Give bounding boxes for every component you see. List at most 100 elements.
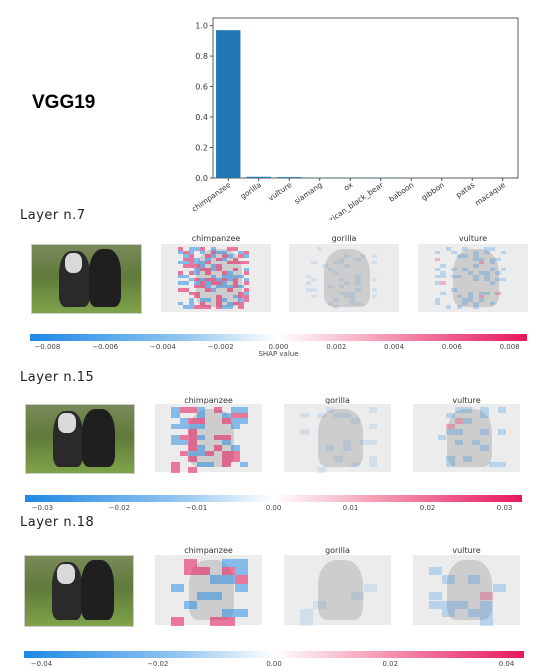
shap-cell: [227, 305, 233, 308]
bar-gorilla: [247, 177, 271, 178]
shap-cell: [372, 295, 378, 298]
shap-cell: [183, 281, 189, 284]
shap-cell: [462, 302, 468, 305]
shap-cell: [333, 298, 339, 301]
shap-cell: [235, 609, 248, 617]
shap-cell: [300, 413, 309, 418]
layer-title: Layer n.15: [20, 370, 94, 385]
shap-cell: [180, 451, 189, 456]
shap-heatmap-vulture: [418, 244, 528, 312]
panel-title: gorilla: [284, 546, 391, 555]
layer-title: Layer n.7: [20, 208, 86, 223]
x-tick-label: gibbon: [420, 180, 446, 202]
shap-cell: [344, 254, 350, 257]
shap-cell: [369, 424, 378, 429]
shap-heatmap-vulture: [413, 404, 520, 472]
shap-cell: [205, 462, 214, 467]
shap-cell: [235, 559, 248, 567]
shap-cell: [455, 440, 464, 445]
shap-cell: [489, 462, 498, 467]
shap-cell: [473, 278, 479, 281]
shap-cell: [446, 429, 455, 434]
shap-cell: [440, 292, 446, 295]
shap-cell: [463, 407, 472, 412]
shap-cell: [311, 261, 317, 264]
input-photo: [25, 404, 135, 474]
x-tick-label: macaque: [473, 180, 507, 208]
shap-cell: [490, 261, 496, 264]
shap-cell: [205, 305, 211, 308]
colorbar: [25, 495, 522, 502]
colorbar-tick-label: −0.008: [22, 343, 72, 351]
x-tick-label: patas: [454, 180, 476, 199]
colorbar-tick-label: −0.006: [80, 343, 130, 351]
shap-cell: [351, 462, 360, 467]
y-tick-label: 0.4: [195, 113, 208, 122]
model-title: VGG19: [32, 92, 95, 114]
shap-cell: [480, 445, 489, 450]
shap-cell: [333, 271, 339, 274]
shap-cell: [457, 275, 463, 278]
shap-cell: [462, 247, 468, 250]
shap-cell: [235, 567, 248, 575]
shap-cell: [451, 288, 457, 291]
shap-cell: [334, 413, 343, 418]
shap-cell: [440, 281, 446, 284]
shap-cell: [455, 601, 468, 609]
chimpanzee-figure: [82, 409, 114, 467]
colorbar-tick-label: 0.006: [427, 343, 477, 351]
shap-cell: [490, 281, 496, 284]
shap-cell: [472, 440, 481, 445]
shap-cell: [484, 251, 490, 254]
shap-cell: [361, 254, 367, 257]
shap-cell: [372, 261, 378, 264]
shap-cell: [435, 302, 441, 305]
colorbar: [30, 334, 527, 341]
colorbar-label: SHAP value: [254, 350, 304, 358]
shap-cell: [222, 559, 235, 567]
shap-cell: [498, 429, 507, 434]
shap-cell: [479, 261, 485, 264]
shap-cell: [171, 424, 180, 429]
colorbar-tick-label: 0.02: [403, 504, 453, 512]
shap-heatmap-gorilla: [284, 555, 391, 625]
shap-cell: [442, 601, 455, 609]
shap-cell: [317, 467, 326, 472]
shap-cell: [446, 305, 452, 308]
y-tick-label: 0.2: [195, 144, 208, 153]
plot-frame: [213, 18, 518, 178]
colorbar-tick-label: 0.01: [326, 504, 376, 512]
shap-cell: [480, 609, 493, 617]
shap-cell: [372, 288, 378, 291]
input-photo: [31, 244, 142, 314]
shap-cell: [490, 247, 496, 250]
shap-cell: [372, 278, 378, 281]
shap-cell: [369, 440, 378, 445]
shap-cell: [311, 288, 317, 291]
shap-heatmap-vulture: [413, 555, 520, 625]
shap-cell: [244, 298, 250, 301]
shap-cell: [462, 254, 468, 257]
shap-cell: [197, 435, 206, 440]
shap-cell: [222, 462, 231, 467]
colorbar-tick-label: 0.008: [485, 343, 535, 351]
shap-cell: [205, 298, 211, 301]
shap-cell: [306, 281, 312, 284]
shap-cell: [355, 302, 361, 305]
shap-cell: [197, 462, 206, 467]
shap-cell: [501, 251, 507, 254]
shap-cell: [344, 264, 350, 267]
shap-cell: [498, 462, 507, 467]
shap-cell: [355, 288, 361, 291]
panel-title: vulture: [413, 546, 520, 555]
shap-cell: [334, 456, 343, 461]
shap-cell: [493, 584, 506, 592]
shap-cell: [180, 424, 189, 429]
shap-cell: [328, 285, 334, 288]
shap-cell: [351, 418, 360, 423]
shap-cell: [244, 271, 250, 274]
shap-cell: [468, 609, 481, 617]
colorbar-tick-label: 0.004: [369, 343, 419, 351]
shap-cell: [171, 440, 180, 445]
colorbar-tick-label: −0.03: [17, 504, 67, 512]
